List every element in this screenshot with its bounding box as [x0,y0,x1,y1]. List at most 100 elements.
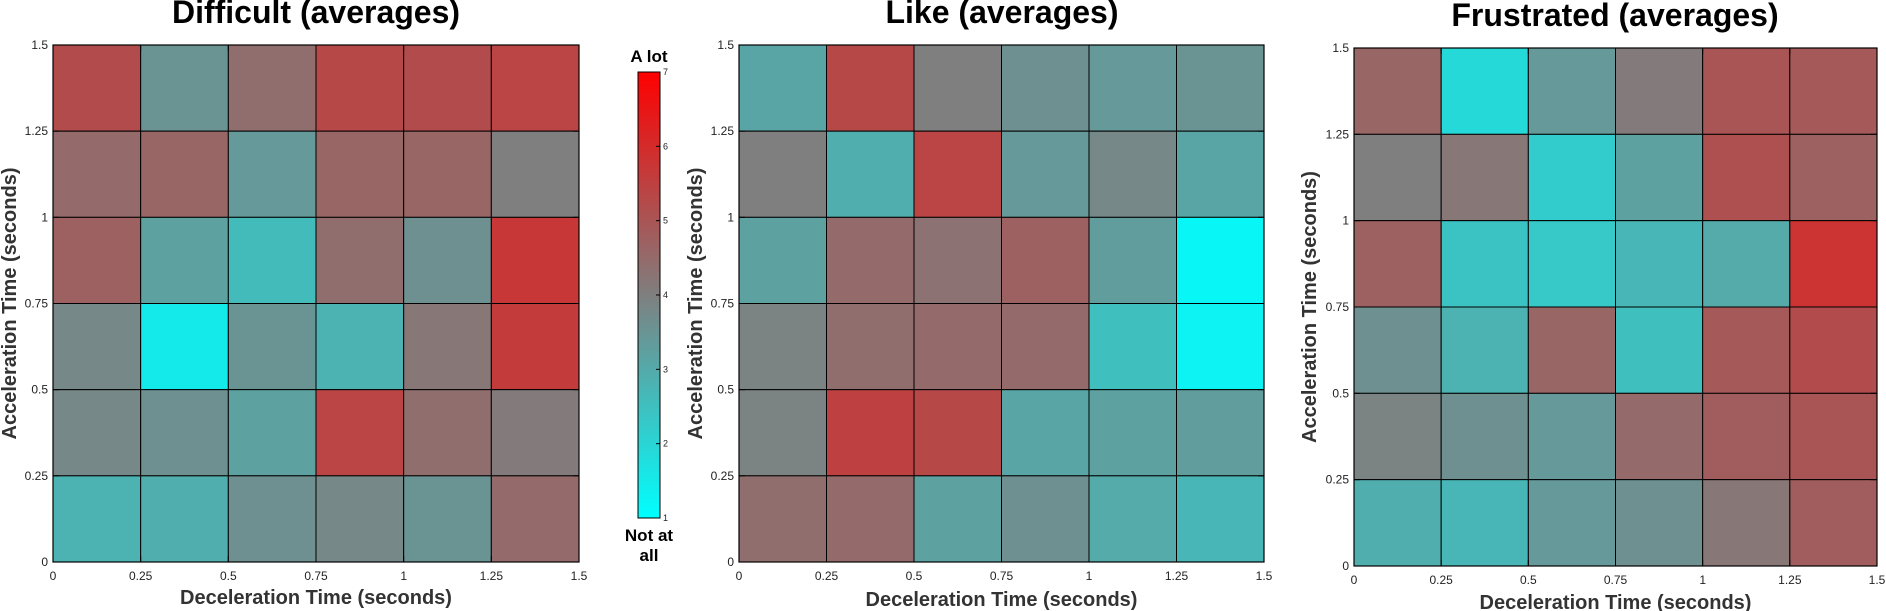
heatmap-cell [1789,479,1878,567]
heatmap-cell [1440,392,1529,481]
x-tick-label: 1.25 [1165,569,1189,583]
heatmap-cell [315,130,405,218]
heatmap-cell [140,389,229,477]
heatmap-cell [1088,303,1177,391]
heatmap-cell [738,216,827,304]
heatmap-cell [826,475,915,563]
heatmap-cell [1001,303,1090,391]
y-axis-label: Acceleration Time (seconds) [685,168,707,440]
heatmap-cell [1702,47,1791,135]
x-tick-label: 1 [400,569,407,583]
heatmap-cell [490,475,580,563]
x-tick-label: 0.5 [906,569,923,583]
chart-title: Frustrated (averages) [1451,0,1778,33]
heatmap-cell [52,130,142,218]
heatmap-cell [1088,130,1177,218]
heatmap-cell [1702,133,1791,222]
heatmap-cell [913,303,1002,391]
y-tick-label: 0 [1342,559,1349,573]
x-tick-label: 0.5 [220,569,237,583]
heatmap-cell [227,44,317,132]
y-axis-label: Acceleration Time (seconds) [0,168,21,440]
heatmap-cell [1527,479,1616,567]
heatmap-cell [1440,220,1529,308]
x-tick-label: 0 [50,569,57,583]
heatmap-cell [403,44,492,132]
colorbar-tick-label: 5 [663,216,668,226]
chart-title: Like (averages) [885,0,1118,30]
heatmap-cell [1440,133,1529,222]
y-tick-label: 1 [41,210,48,224]
colorbar-tick-label: 3 [663,364,668,374]
x-tick-label: 1.5 [1869,573,1886,587]
heatmap-cell [738,130,827,218]
heatmap-cell [315,475,405,563]
x-tick-label: 0.75 [1604,573,1628,587]
heatmap-cell [738,389,827,477]
heatmap-cell [1615,392,1704,481]
heatmap-cell [52,216,142,304]
heatmap-cell [52,303,142,391]
heatmap-cell [403,389,492,477]
chart-title: Difficult (averages) [172,0,460,30]
x-tick-label: 1 [1086,569,1093,583]
heatmap-cell [490,389,580,477]
heatmap-cell [52,475,142,563]
y-tick-label: 0.5 [1332,386,1349,400]
x-tick-label: 1.5 [571,569,588,583]
heatmap-cell [1001,130,1090,218]
heatmap-cell [403,216,492,304]
heatmap-cell [490,216,580,304]
heatmap-cell [227,389,317,477]
y-tick-label: 0 [41,555,48,569]
heatmap-cell [1088,389,1177,477]
heatmap-cell [140,44,229,132]
heatmap-cell [1176,44,1265,132]
x-tick-label: 1 [1699,573,1706,587]
heatmap-cell [826,389,915,477]
heatmap-cell [490,44,580,132]
heatmap-cell [913,389,1002,477]
heatmap-cell [1789,220,1878,308]
heatmap-cell [140,475,229,563]
colorbar-tick-label: 2 [663,439,668,449]
x-tick-label: 1.25 [1778,573,1802,587]
heatmap-cell [1353,479,1442,567]
heatmap-cell [913,475,1002,563]
heatmap-cell [1176,475,1265,563]
heatmap-cell [490,130,580,218]
y-axis-label: Acceleration Time (seconds) [1299,171,1321,443]
y-tick-label: 0.75 [25,297,49,311]
heatmap-cell [913,44,1002,132]
heatmap-cell [52,44,142,132]
colorbar-top-label: A lot [630,47,667,66]
heatmap-cell [1353,47,1442,135]
x-tick-label: 1.5 [1256,569,1273,583]
heatmap-cell [140,130,229,218]
heatmap-cell [1353,392,1442,481]
heatmap-cell [1527,47,1616,135]
heatmap-cell [1353,133,1442,222]
heatmap-cell [1176,303,1265,391]
y-tick-label: 1 [727,210,734,224]
heatmap-cell [1789,392,1878,481]
heatmap-cell [738,44,827,132]
heatmap-cell [1440,479,1529,567]
heatmap-cell [1615,306,1704,394]
heatmap-cell [738,475,827,563]
heatmap-cell [227,216,317,304]
heatmap-cell [1527,392,1616,481]
heatmap-cell [1001,44,1090,132]
heatmap-cell [1176,389,1265,477]
x-axis-label: Deceleration Time (seconds) [1480,592,1752,611]
x-tick-label: 1.25 [480,569,504,583]
heatmap-cell [1615,133,1704,222]
colorbar-bottom-label-line2: all [640,546,659,565]
heatmap-cell [227,475,317,563]
colorbar-tick-label: 4 [663,290,668,300]
x-axis-label: Deceleration Time (seconds) [180,587,452,609]
heatmap-cell [315,303,405,391]
x-tick-label: 0 [736,569,743,583]
